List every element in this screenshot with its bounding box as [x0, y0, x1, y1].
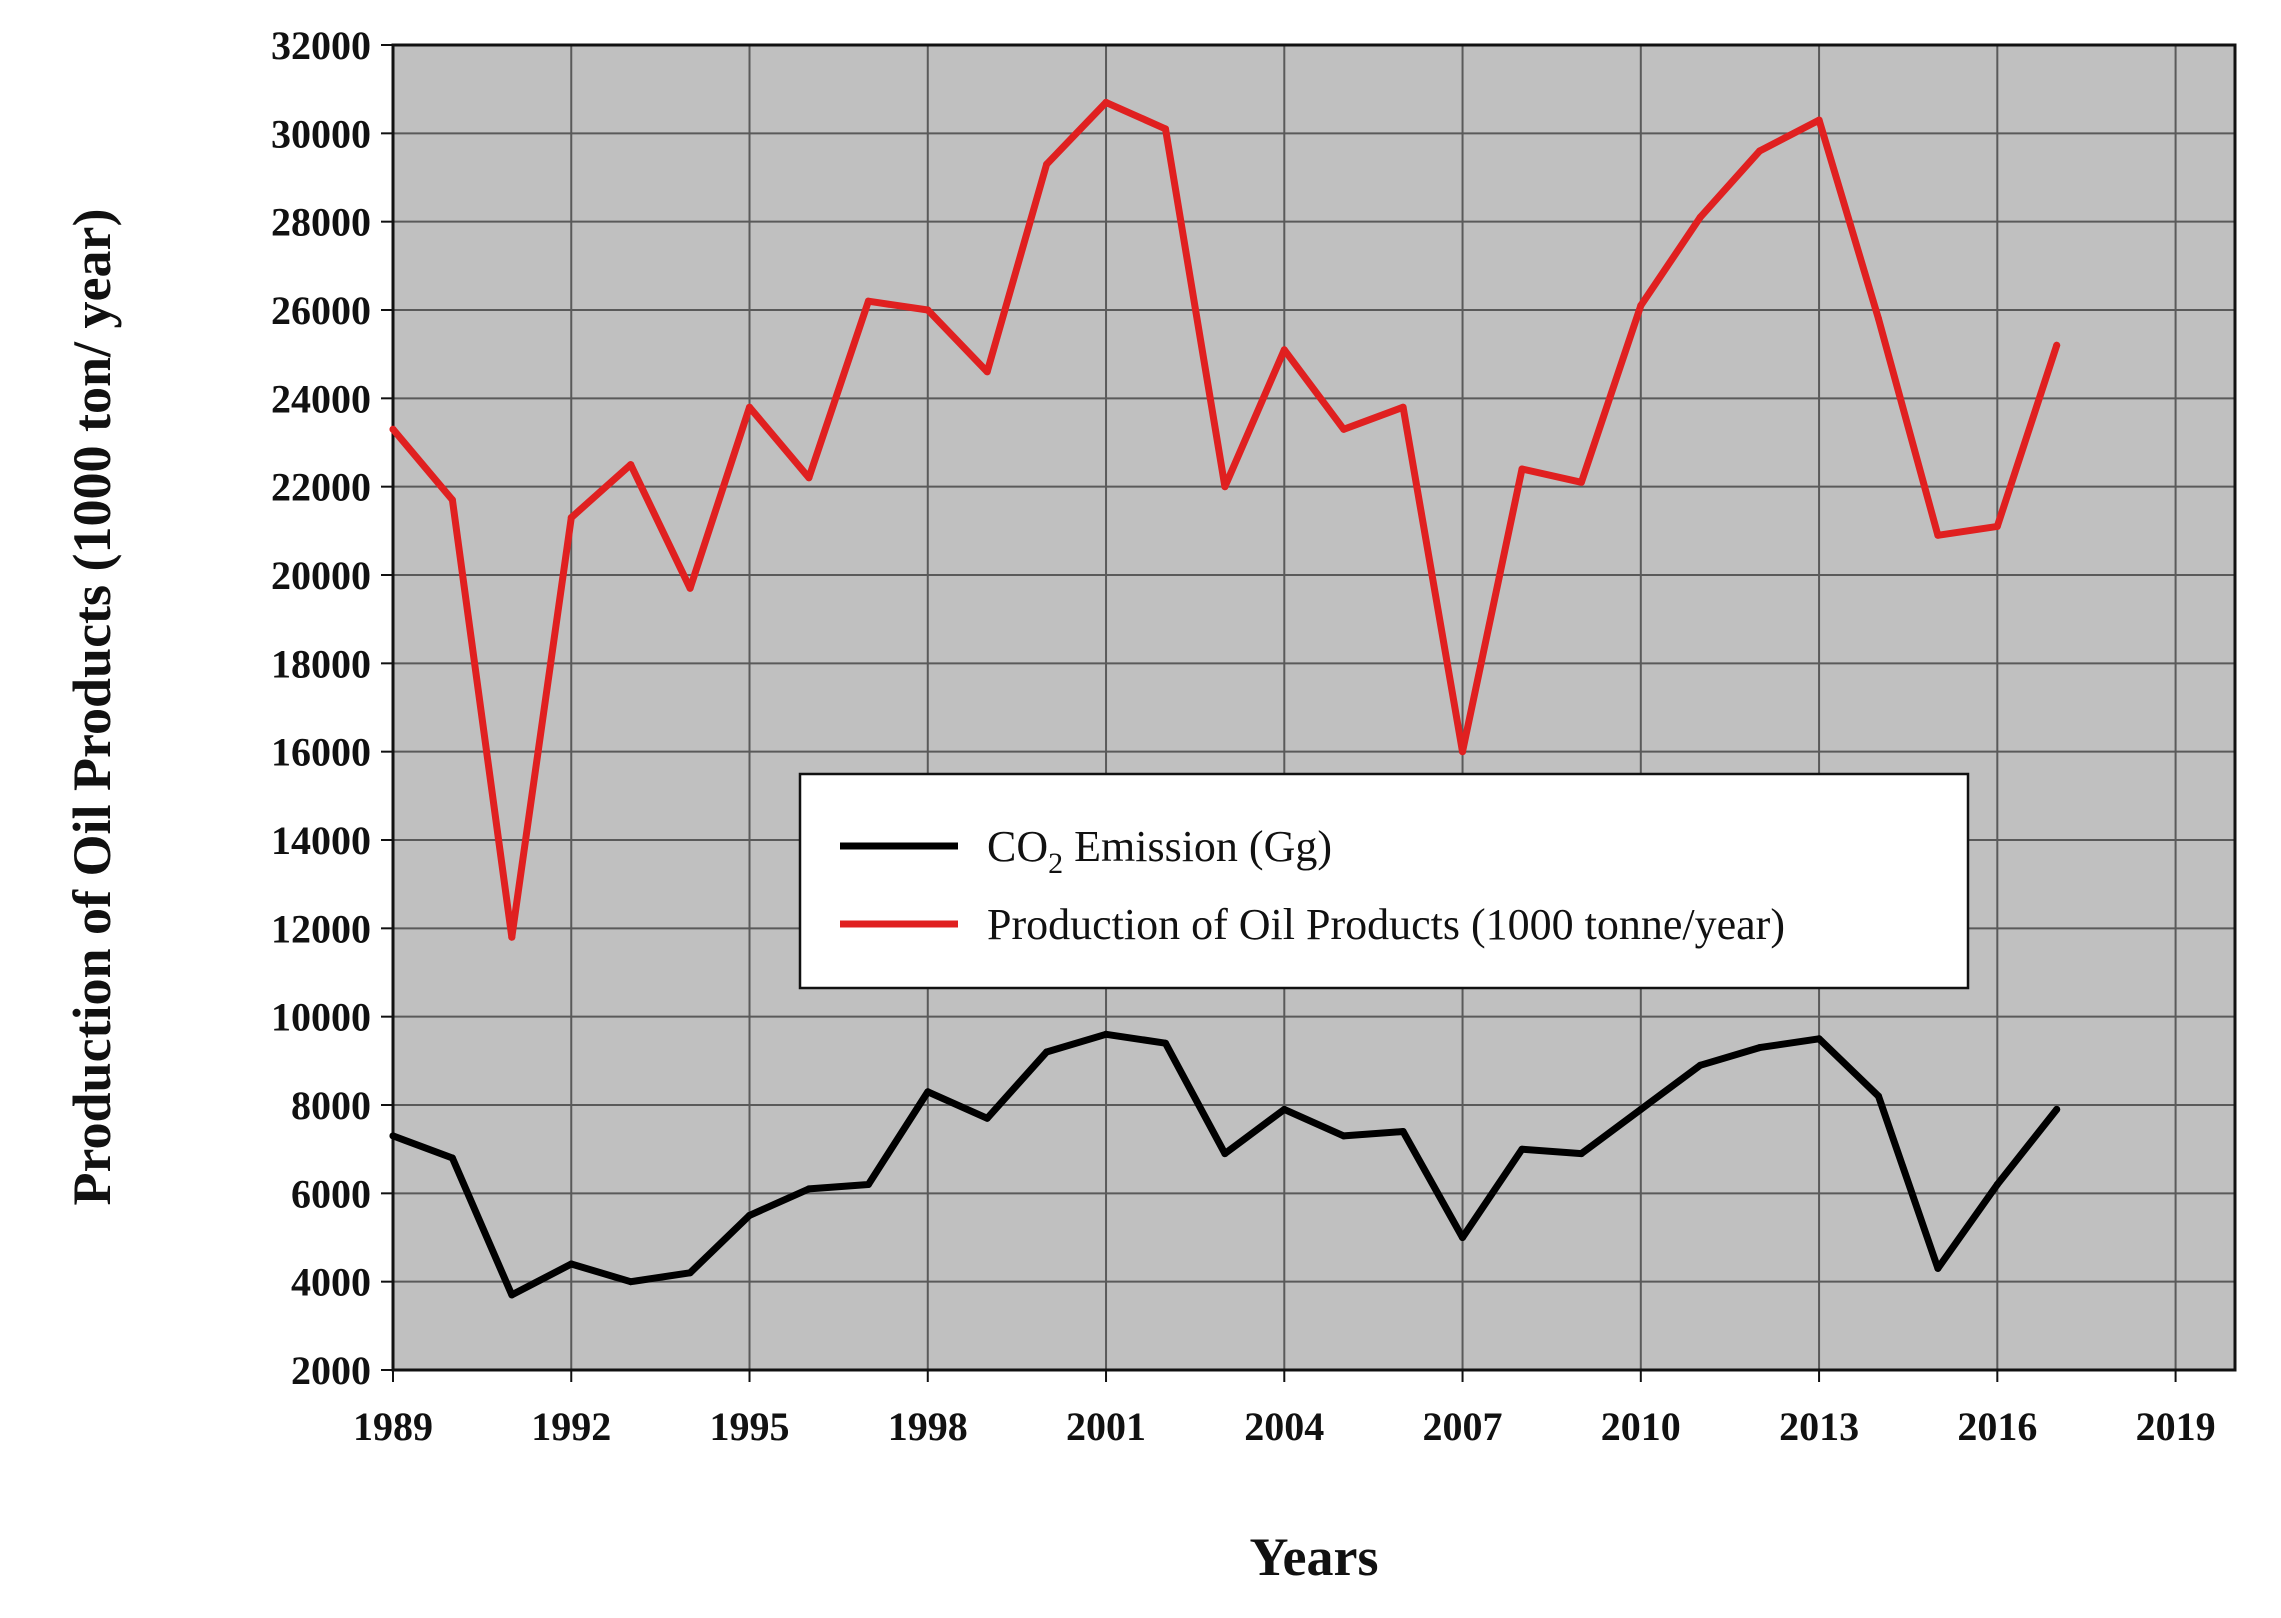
- y-tick-label: 10000: [271, 995, 371, 1040]
- x-tick-label: 2019: [2136, 1404, 2216, 1449]
- x-tick-label: 1992: [531, 1404, 611, 1449]
- data-point: [1043, 160, 1051, 168]
- data-point: [864, 297, 872, 305]
- data-point: [805, 474, 813, 482]
- x-tick-label: 2013: [1779, 1404, 1859, 1449]
- data-point: [508, 933, 516, 941]
- data-point: [1993, 522, 2001, 530]
- x-tick-label: 1995: [710, 1404, 790, 1449]
- data-point: [389, 425, 397, 433]
- data-point: [508, 1291, 516, 1299]
- data-point: [448, 1154, 456, 1162]
- y-tick-label: 18000: [271, 641, 371, 686]
- data-point: [389, 1132, 397, 1140]
- data-point: [448, 496, 456, 504]
- data-point: [983, 368, 991, 376]
- data-point: [1696, 213, 1704, 221]
- y-tick-label: 32000: [271, 23, 371, 68]
- x-tick-label: 1998: [888, 1404, 968, 1449]
- data-point: [1696, 1061, 1704, 1069]
- data-point: [1637, 302, 1645, 310]
- legend: CO2 Emission (Gg) Production of Oil Prod…: [798, 772, 1970, 990]
- x-tick-label: 2001: [1066, 1404, 1146, 1449]
- data-point: [1934, 1264, 1942, 1272]
- data-point: [1162, 1039, 1169, 1047]
- data-point: [2053, 1105, 2061, 1113]
- data-point: [627, 461, 635, 469]
- data-point: [1043, 1048, 1051, 1056]
- data-point: [1399, 403, 1407, 411]
- y-tick-label: 12000: [271, 906, 371, 951]
- data-point: [746, 403, 753, 411]
- y-tick-label: 26000: [271, 288, 371, 333]
- data-point: [1637, 1105, 1645, 1113]
- data-point: [1815, 116, 1823, 124]
- data-point: [1340, 425, 1348, 433]
- y-tick-label: 24000: [271, 376, 371, 421]
- data-point: [1459, 748, 1466, 756]
- data-point: [1518, 1145, 1526, 1153]
- legend-label-co2: CO2 Emission (Gg): [987, 822, 1332, 880]
- data-point: [686, 1269, 694, 1277]
- y-tick-label: 6000: [291, 1171, 371, 1216]
- data-point: [1162, 125, 1169, 133]
- x-tick-label: 2004: [1244, 1404, 1324, 1449]
- y-tick-label: 28000: [271, 200, 371, 245]
- data-point: [686, 584, 694, 592]
- data-point: [1518, 465, 1526, 473]
- data-point: [1875, 315, 1882, 323]
- data-point: [1102, 98, 1110, 106]
- data-point: [1577, 478, 1585, 486]
- data-point: [1340, 1132, 1348, 1140]
- x-axis-title: Years: [1250, 1527, 1379, 1587]
- legend-box: [798, 772, 1970, 990]
- data-point: [1221, 1150, 1229, 1158]
- legend-label-oil: Production of Oil Products (1000 tonne/y…: [987, 900, 1785, 949]
- x-tick-label: 2016: [1957, 1404, 2037, 1449]
- data-point: [1815, 1035, 1823, 1043]
- data-point: [1280, 1105, 1288, 1113]
- legend-co2-main: CO: [987, 822, 1048, 871]
- axis-ticks: 1989 1992 1995 1998 2001 2004 2007 2010 2013 2016…: [271, 23, 2216, 1449]
- data-point: [627, 1278, 635, 1286]
- data-point: [924, 1088, 932, 1096]
- data-point: [1756, 1044, 1764, 1052]
- data-point: [1993, 1181, 2001, 1188]
- legend-co2-rest: Emission (Gg): [1063, 822, 1332, 871]
- data-point: [864, 1181, 872, 1188]
- data-point: [1221, 483, 1229, 491]
- data-point: [746, 1211, 753, 1219]
- data-point: [567, 1260, 575, 1268]
- data-point: [1756, 147, 1764, 155]
- y-tick-label: 30000: [271, 111, 371, 156]
- x-tick-label: 2010: [1601, 1404, 1681, 1449]
- data-point: [1399, 1128, 1407, 1135]
- y-tick-label: 8000: [291, 1083, 371, 1128]
- data-point: [1934, 531, 1942, 539]
- y-axis-title: Production of Oil Products (1000 ton/ ye…: [62, 209, 122, 1206]
- x-tick-label: 2007: [1423, 1404, 1503, 1449]
- series: [389, 98, 2061, 1299]
- y-tick-label: 14000: [271, 818, 371, 863]
- data-point: [567, 514, 575, 522]
- data-point: [1459, 1234, 1466, 1241]
- plot-frame: [391, 43, 2237, 1372]
- data-point: [805, 1185, 813, 1193]
- data-point: [1102, 1030, 1110, 1038]
- legend-co2-subscript: 2: [1048, 847, 1063, 880]
- y-tick-label: 4000: [291, 1260, 371, 1305]
- plot-area: [393, 45, 2235, 1370]
- data-point: [2053, 341, 2061, 349]
- y-tick-label: 2000: [291, 1348, 371, 1393]
- data-point: [1875, 1092, 1882, 1100]
- data-point: [983, 1114, 991, 1122]
- data-point: [924, 306, 932, 314]
- x-tick-label: 1989: [353, 1404, 433, 1449]
- y-tick-label: 20000: [271, 553, 371, 598]
- data-point: [1280, 346, 1288, 354]
- y-tick-label: 16000: [271, 730, 371, 775]
- data-point: [1577, 1150, 1585, 1158]
- y-tick-label: 22000: [271, 465, 371, 510]
